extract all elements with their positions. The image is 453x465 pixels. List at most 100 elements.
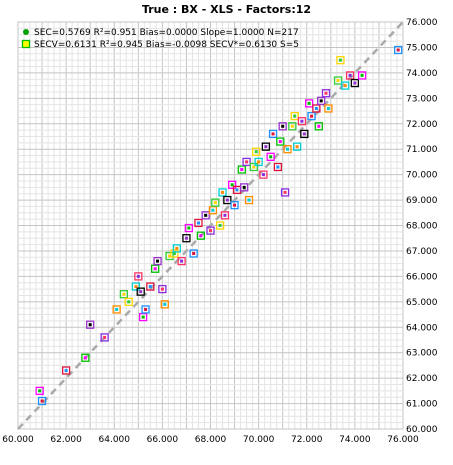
data-point-center: [343, 84, 347, 88]
y-tick-label: 73.000: [406, 94, 438, 104]
data-point: [196, 231, 206, 240]
data-point-center: [300, 119, 304, 123]
data-point: [100, 333, 109, 342]
x-tick-label: 70.000: [243, 435, 275, 445]
data-point-center: [187, 226, 191, 230]
data-point-center: [168, 254, 172, 258]
data-point-center: [184, 236, 188, 240]
data-point-center: [317, 124, 321, 128]
data-point: [305, 99, 314, 108]
data-point-center: [103, 335, 107, 339]
data-point-center: [324, 91, 328, 95]
y-tick-label: 68.000: [406, 222, 438, 232]
data-point-center: [353, 81, 357, 85]
data-point: [141, 305, 150, 314]
data-point-center: [235, 188, 239, 192]
data-point: [283, 145, 292, 154]
data-point: [249, 162, 258, 172]
data-point-center: [257, 160, 261, 164]
y-tick-label: 71.000: [406, 145, 438, 155]
data-point: [189, 249, 198, 258]
data-point: [81, 353, 90, 362]
data-point: [119, 290, 129, 299]
data-point-center: [240, 168, 244, 172]
data-point-center: [252, 165, 256, 169]
y-tick-label: 60.000: [406, 425, 438, 435]
data-point: [172, 244, 181, 253]
data-point: [218, 188, 227, 197]
data-point-center: [295, 145, 299, 149]
data-point-center: [83, 356, 87, 360]
x-tick-label: 60.000: [2, 435, 34, 445]
data-point: [259, 170, 268, 179]
legend-square-marker: [21, 39, 31, 49]
data-point-center: [221, 190, 225, 194]
data-point-center: [122, 292, 126, 296]
data-point: [165, 251, 174, 261]
data-point-center: [276, 165, 280, 169]
data-point: [136, 287, 145, 296]
data-point-center: [180, 259, 184, 263]
data-point: [290, 111, 299, 121]
data-point: [153, 256, 162, 266]
data-point: [297, 117, 307, 126]
data-point-center: [139, 290, 143, 294]
y-tick-label: 62.000: [406, 374, 438, 384]
data-point: [288, 122, 297, 131]
data-point-center: [348, 73, 352, 77]
data-point: [357, 71, 367, 80]
data-point-center: [148, 285, 152, 289]
data-point: [160, 300, 169, 309]
data-point: [317, 96, 326, 106]
data-point-center: [115, 307, 119, 311]
legend: SEC=0.5769 R²=0.951 Bias=0.0000 Slope=1.…: [21, 28, 299, 50]
data-point-center: [213, 201, 217, 205]
data-point-center: [211, 208, 215, 212]
reference-line: [17, 21, 404, 430]
x-tick-label: 62.000: [50, 435, 82, 445]
data-point-center: [247, 198, 251, 202]
data-point-center: [302, 132, 306, 136]
data-point: [276, 137, 285, 146]
data-point-center: [336, 79, 340, 83]
data-point-center: [233, 203, 237, 207]
data-point-center: [204, 213, 208, 217]
data-point: [314, 122, 323, 131]
data-point-center: [338, 58, 342, 62]
data-point-center: [134, 285, 138, 289]
data-point-center: [319, 99, 323, 103]
data-point: [35, 386, 44, 395]
data-point: [254, 157, 263, 167]
data-point: [220, 211, 230, 220]
data-point-center: [310, 114, 314, 118]
data-point: [300, 129, 309, 139]
data-point: [244, 195, 254, 205]
data-point-center: [223, 213, 227, 217]
data-point: [182, 234, 191, 243]
data-point-center: [307, 101, 311, 105]
x-tick-label: 72.000: [291, 435, 323, 445]
data-point-center: [64, 368, 68, 372]
data-point: [237, 165, 246, 174]
data-point-center: [271, 132, 275, 136]
data-point-center: [141, 315, 145, 319]
data-point: [280, 188, 290, 197]
data-point: [292, 142, 302, 151]
data-point-center: [281, 124, 285, 128]
data-point-center: [283, 190, 287, 194]
data-point-center: [199, 234, 203, 238]
data-point: [228, 180, 237, 189]
data-point: [201, 211, 210, 220]
data-point-center: [242, 185, 246, 189]
data-point-center: [144, 307, 148, 311]
data-point-center: [245, 160, 249, 164]
x-tick-label: 66.000: [147, 435, 179, 445]
data-point-center: [396, 48, 400, 52]
data-point: [37, 396, 47, 406]
data-point: [215, 221, 225, 230]
data-point: [61, 366, 71, 375]
data-point: [324, 104, 333, 113]
y-tick-label: 65.000: [406, 298, 438, 308]
data-point: [321, 89, 331, 98]
